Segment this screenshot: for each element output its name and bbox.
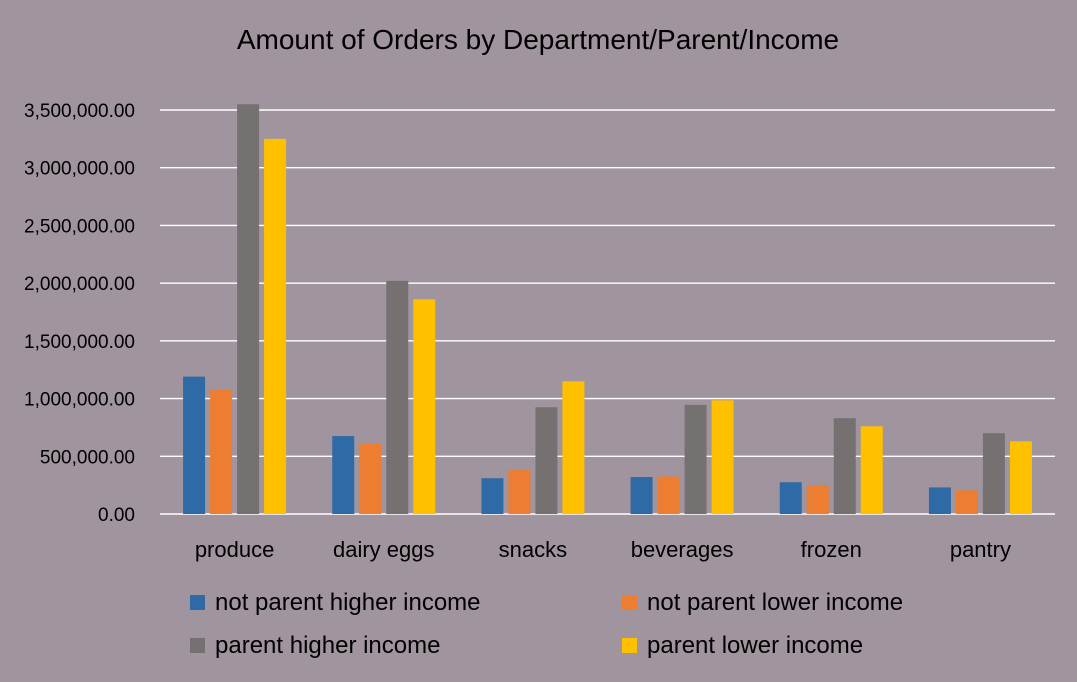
bar-parent-higher-income-beverages [684, 404, 707, 514]
y-tick-label: 0.00 [98, 505, 135, 526]
x-category-label: dairy eggs [333, 537, 435, 562]
bar-parent-higher-income-frozen [833, 418, 856, 514]
legend-label: not parent higher income [215, 589, 481, 616]
legend-item: parent lower income [622, 632, 863, 659]
legend-item: parent higher income [190, 632, 440, 659]
bar-parent-higher-income-dairy-eggs [386, 280, 409, 514]
bar-not-parent-lower-income-frozen [806, 485, 829, 514]
bar-parent-higher-income-snacks [535, 407, 558, 514]
legend-swatch [622, 595, 637, 610]
legend-swatch [190, 595, 205, 610]
y-tick-label: 1,500,000.00 [24, 332, 135, 353]
x-axis-category-labels: produce dairy eggs snacks beverages frozen pa… [195, 537, 1011, 562]
bar-parent-lower-income-pantry [1009, 441, 1032, 514]
legend-swatch [622, 638, 637, 653]
bar-not-parent-higher-income-produce [183, 376, 206, 514]
x-category-label: pantry [950, 537, 1011, 562]
bar-not-parent-lower-income-pantry [955, 490, 978, 514]
legend-swatch [190, 638, 205, 653]
chart-title: Amount of Orders by Department/Parent/In… [237, 24, 839, 55]
y-tick-label: 2,500,000.00 [24, 216, 135, 237]
bar-parent-lower-income-snacks [562, 381, 585, 514]
bar-not-parent-higher-income-snacks [481, 478, 504, 514]
bar-not-parent-higher-income-beverages [630, 477, 653, 514]
y-tick-label: 1,000,000.00 [24, 390, 135, 411]
x-category-label: frozen [801, 537, 862, 562]
legend: not parent higher income not parent lower… [190, 589, 903, 659]
bars [183, 104, 1032, 514]
bar-parent-higher-income-produce [237, 104, 260, 514]
legend-label: parent higher income [215, 632, 440, 659]
y-tick-label: 3,000,000.00 [24, 159, 135, 180]
x-category-label: snacks [499, 537, 567, 562]
y-axis-tick-labels: 0.00 500,000.00 1,000,000.00 1,500,000.00 2,… [24, 101, 135, 526]
bar-not-parent-higher-income-pantry [928, 487, 951, 514]
legend-label: parent lower income [647, 632, 863, 659]
bar-parent-higher-income-pantry [982, 433, 1005, 514]
y-tick-label: 2,000,000.00 [24, 274, 135, 295]
bar-parent-lower-income-dairy-eggs [413, 299, 436, 514]
bar-parent-lower-income-produce [264, 138, 287, 514]
bar-not-parent-higher-income-dairy-eggs [332, 436, 355, 514]
legend-item: not parent higher income [190, 589, 481, 616]
bar-not-parent-higher-income-frozen [779, 482, 802, 514]
legend-label: not parent lower income [647, 589, 903, 616]
bar-not-parent-lower-income-dairy-eggs [359, 443, 382, 514]
bar-not-parent-lower-income-produce [210, 389, 233, 514]
bar-parent-lower-income-beverages [711, 400, 734, 514]
x-category-label: produce [195, 537, 275, 562]
bar-not-parent-lower-income-snacks [508, 470, 531, 514]
bar-parent-lower-income-frozen [860, 426, 883, 514]
y-tick-label: 3,500,000.00 [24, 101, 135, 122]
bar-not-parent-lower-income-beverages [657, 476, 680, 514]
x-category-label: beverages [631, 537, 734, 562]
gridlines [160, 109, 1055, 515]
y-tick-label: 500,000.00 [40, 447, 135, 468]
legend-item: not parent lower income [622, 589, 903, 616]
